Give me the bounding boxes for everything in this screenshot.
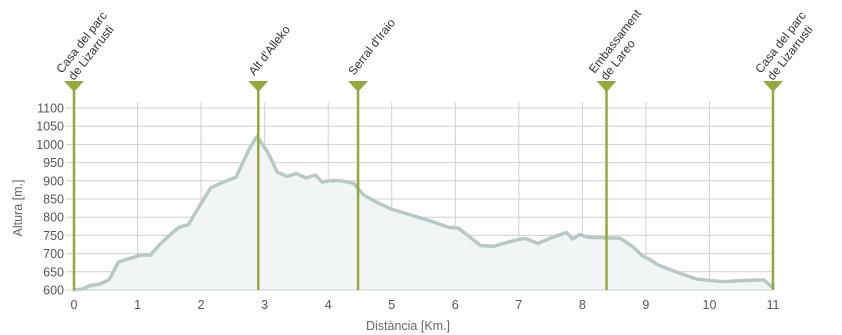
x-tick-label-10: 10: [703, 298, 717, 312]
y-tick-label-850: 850: [43, 193, 64, 207]
y-tick-label-750: 750: [43, 229, 64, 243]
axis-layer: 600 650 700 750 800 850 900 950 1000 1050 1100 0 1 2 3…: [36, 102, 779, 313]
waypoint-triangle-1: [248, 81, 269, 92]
waypoint-triangle-0: [64, 81, 84, 92]
waypoint-triangle-2: [348, 81, 369, 92]
y-tick-label-650: 650: [43, 265, 64, 279]
x-tick-label-8: 8: [579, 298, 586, 312]
waypoint-triangle-4: [763, 81, 783, 92]
x-tick-label-1: 1: [134, 298, 141, 312]
y-tick-label-950: 950: [43, 156, 64, 170]
area-layer: [72, 134, 775, 292]
waypoint-label-1-line-0: Alt d'Alleko: [246, 22, 294, 77]
x-tick-label-2: 2: [198, 298, 205, 312]
x-tick-label-4: 4: [325, 298, 332, 312]
x-tick-label-11: 11: [767, 298, 780, 312]
x-tick-label-5: 5: [388, 298, 395, 312]
waypoint-label-2-line-0: Serral d'Iraio: [345, 16, 398, 78]
y-tick-label-900: 900: [43, 174, 64, 188]
y-tick-label-1050: 1050: [36, 120, 64, 134]
elevation-area-fill: [74, 136, 773, 290]
y-tick-label-600: 600: [43, 284, 64, 298]
x-tick-label-0: 0: [71, 298, 78, 312]
y-tick-label-1000: 1000: [36, 138, 64, 152]
y-axis-title: Altura [m.]: [11, 180, 25, 237]
x-axis-title: Distància [Km.]: [366, 319, 450, 333]
x-tick-label-7: 7: [515, 298, 522, 312]
x-tick-label-6: 6: [452, 298, 459, 312]
y-tick-label-800: 800: [43, 211, 64, 225]
y-tick-label-1100: 1100: [37, 102, 64, 116]
x-tick-label-3: 3: [261, 298, 268, 312]
waypoint-triangle-3: [596, 81, 617, 92]
y-tick-label-700: 700: [43, 247, 64, 261]
x-tick-label-9: 9: [642, 298, 649, 312]
